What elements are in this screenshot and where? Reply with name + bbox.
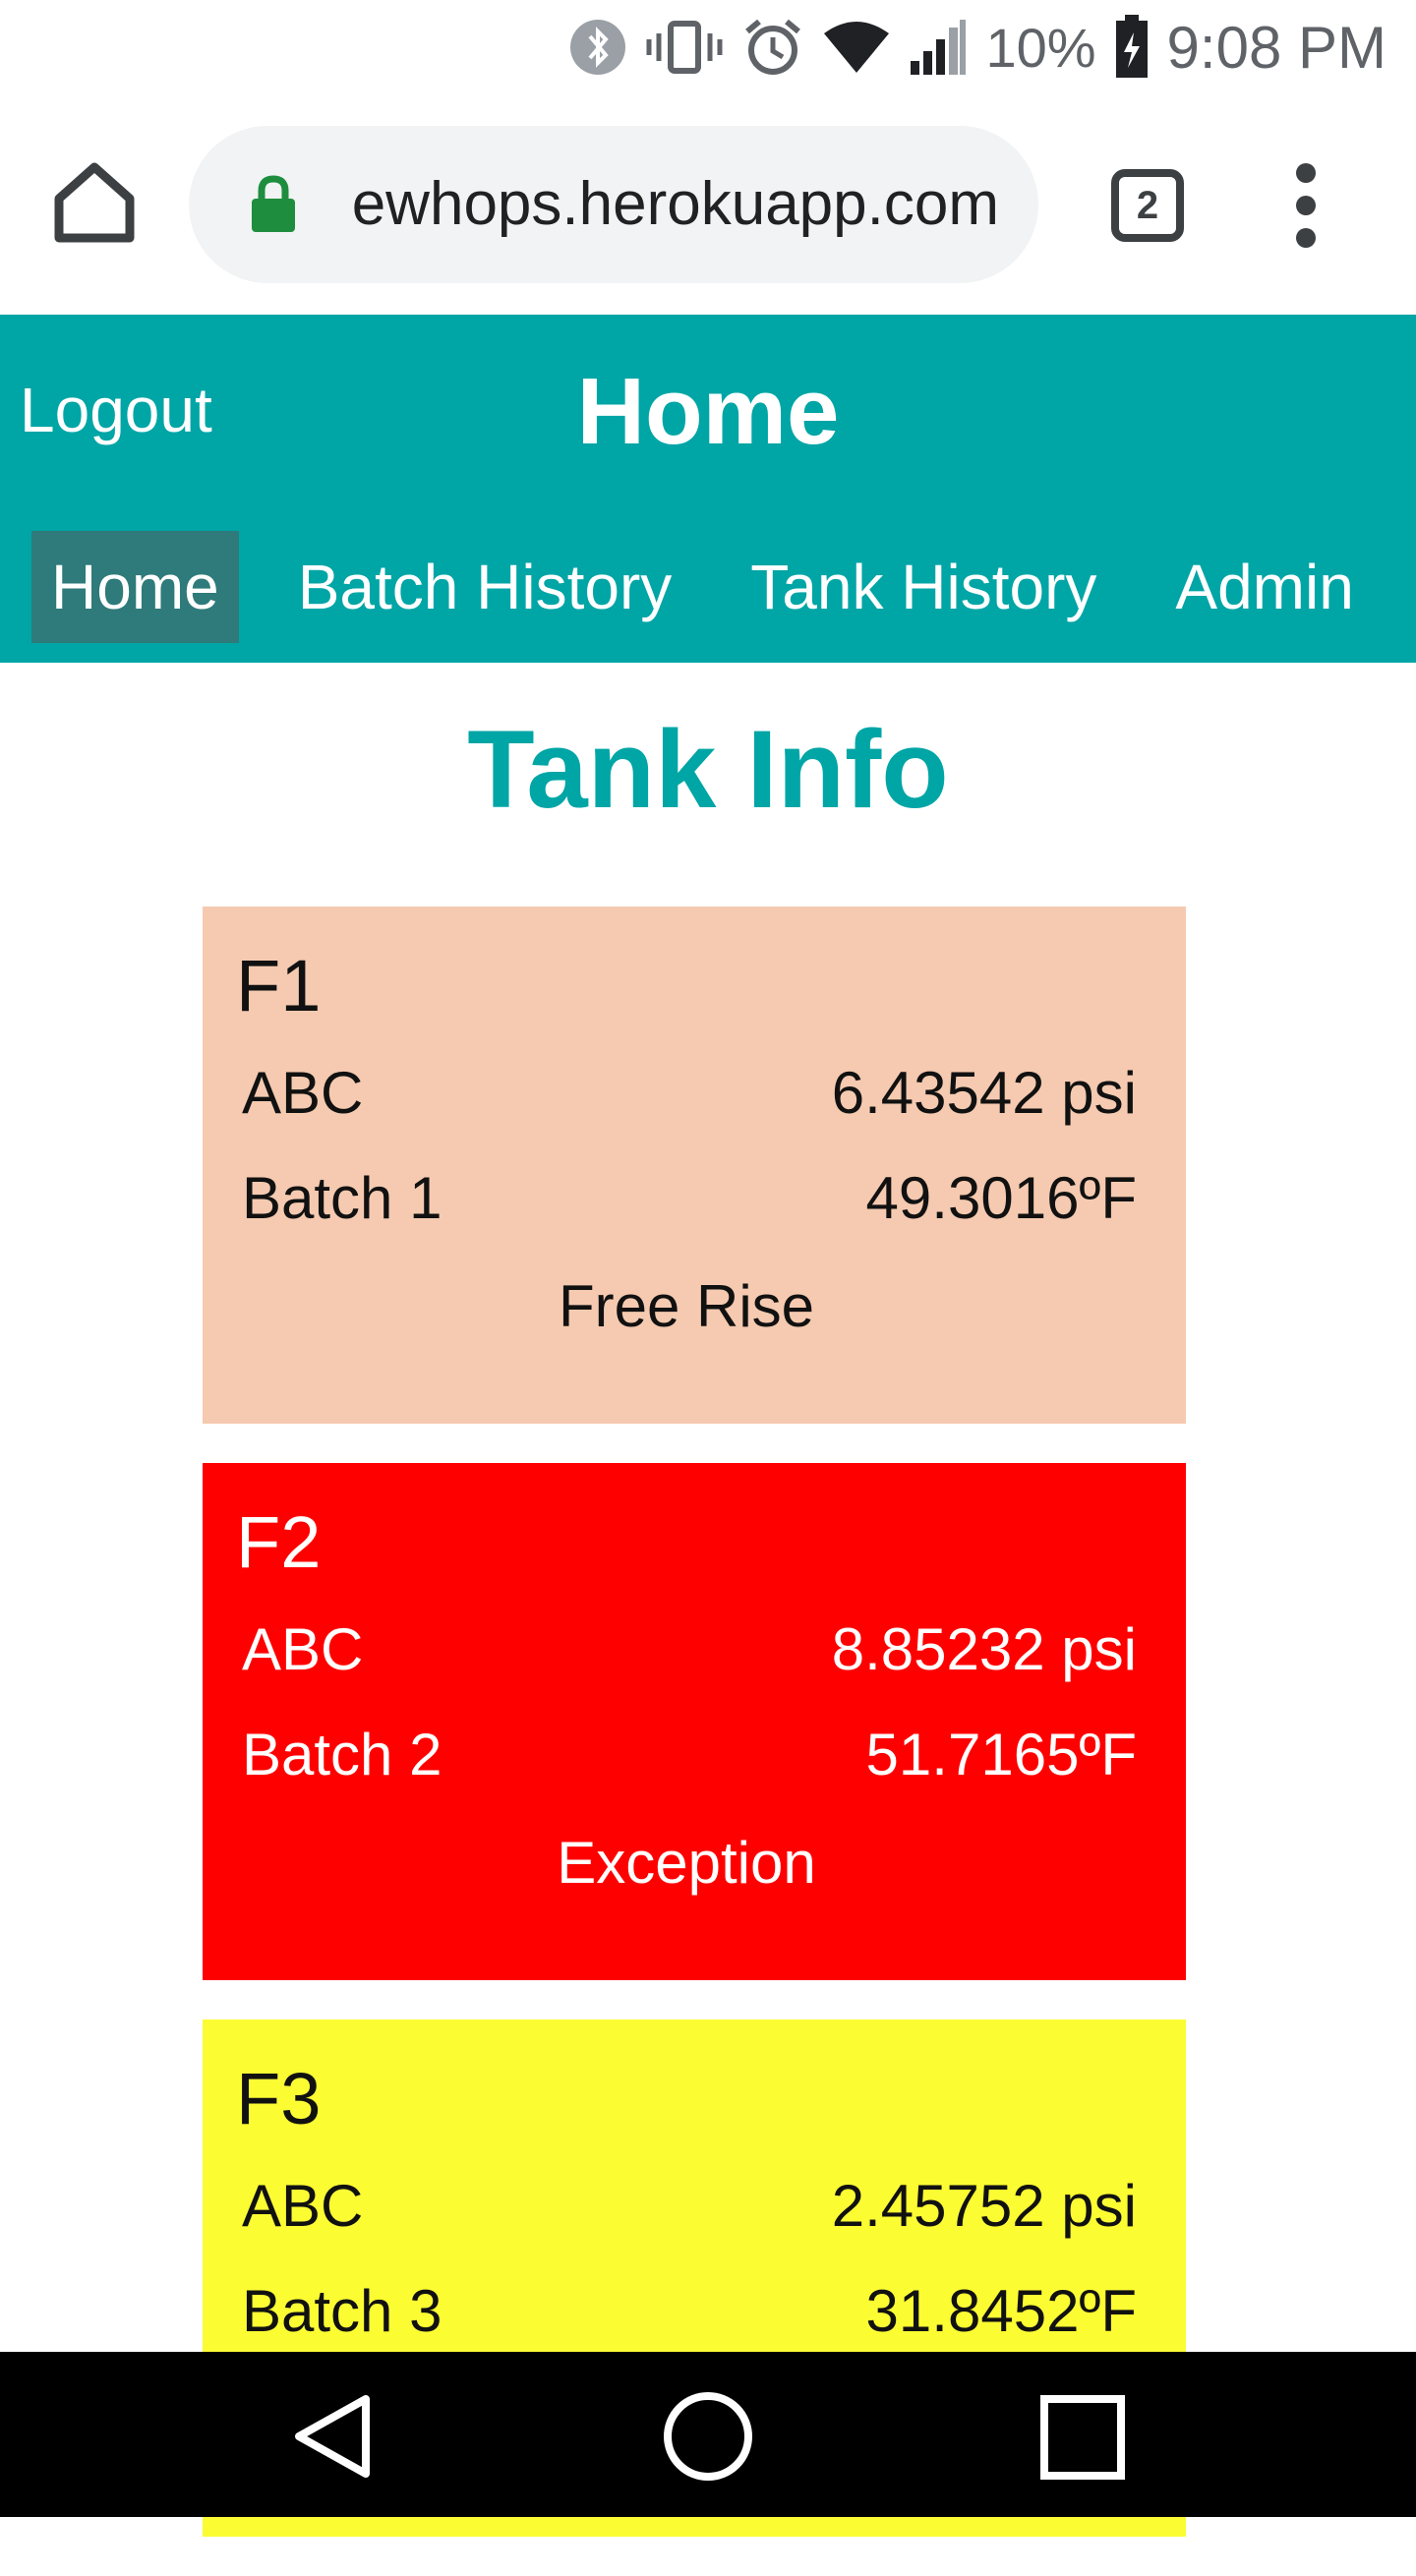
bluetooth-icon <box>568 18 627 77</box>
nav-item-tank-history[interactable]: Tank History <box>750 552 1097 622</box>
back-icon[interactable] <box>287 2391 378 2482</box>
tank-status: Exception <box>557 1830 816 1896</box>
tank-row-beer: ABC 6.43542 psi <box>236 1040 1137 1145</box>
batch-name: Batch 1 <box>242 1165 442 1231</box>
tank-status: Free Rise <box>558 1273 815 1339</box>
page-title: Home <box>576 359 840 464</box>
tank-row-beer: ABC 8.85232 psi <box>236 1597 1137 1702</box>
recents-icon[interactable] <box>1040 2395 1125 2480</box>
section-title: Tank Info <box>467 708 949 831</box>
tank-row-batch: Batch 1 49.3016ºF <box>236 1145 1137 1251</box>
tab-count: 2 <box>1136 183 1159 227</box>
batch-name: Batch 2 <box>242 1722 442 1787</box>
android-nav-bar <box>0 2352 1416 2517</box>
tank-name: F1 <box>236 945 322 1026</box>
home-icon[interactable] <box>49 157 140 248</box>
nav-item-batch-history[interactable]: Batch History <box>297 552 673 622</box>
tank-name: F3 <box>236 2058 322 2139</box>
nav-item-home[interactable]: Home <box>31 531 239 643</box>
lock-icon <box>250 175 297 234</box>
status-bar: 10% 9:08 PM <box>0 0 1416 94</box>
beer-name: ABC <box>242 1616 364 1682</box>
logout-link[interactable]: Logout <box>20 375 212 445</box>
pressure-value: 6.43542 psi <box>831 1060 1137 1126</box>
battery-percent: 10% <box>985 16 1096 79</box>
temperature-value: 49.3016ºF <box>865 1165 1137 1231</box>
home-circle-icon[interactable] <box>661 2389 755 2484</box>
url-bar[interactable]: ewhops.herokuapp.com <box>189 126 1038 283</box>
tab-switcher-icon[interactable]: 2 <box>1111 169 1184 242</box>
pressure-value: 2.45752 psi <box>831 2173 1137 2239</box>
vibrate-icon <box>645 18 724 77</box>
beer-name: ABC <box>242 2173 364 2239</box>
alarm-icon <box>741 16 804 79</box>
clock: 9:08 PM <box>1166 14 1386 81</box>
beer-name: ABC <box>242 1060 364 1126</box>
app-header: Logout Home Home Batch History Tank Hist… <box>0 315 1416 663</box>
tank-row-batch: Batch 3 31.8452ºF <box>236 2258 1137 2364</box>
signal-icon <box>909 18 968 77</box>
overflow-menu-icon[interactable] <box>1278 163 1333 248</box>
battery-icon <box>1114 15 1150 80</box>
temperature-value: 51.7165ºF <box>865 1722 1137 1787</box>
batch-name: Batch 3 <box>242 2278 442 2344</box>
tank-row-beer: ABC 2.45752 psi <box>236 2153 1137 2258</box>
browser-toolbar: ewhops.herokuapp.com 2 <box>0 94 1416 315</box>
status-icons: 10% 9:08 PM <box>568 0 1386 94</box>
tank-list: F1 ABC 6.43542 psi Batch 1 49.3016ºF Fre… <box>203 907 1186 2576</box>
tank-card-f1[interactable]: F1 ABC 6.43542 psi Batch 1 49.3016ºF Fre… <box>203 907 1186 1424</box>
pressure-value: 8.85232 psi <box>831 1616 1137 1682</box>
temperature-value: 31.8452ºF <box>865 2278 1137 2344</box>
tank-row-batch: Batch 2 51.7165ºF <box>236 1702 1137 1807</box>
wifi-icon <box>822 20 891 75</box>
tank-card-f2[interactable]: F2 ABC 8.85232 psi Batch 2 51.7165ºF Exc… <box>203 1463 1186 1980</box>
main-nav: Home Batch History Tank History Admin <box>31 531 1413 643</box>
url-text: ewhops.herokuapp.com <box>351 170 999 238</box>
tank-name: F2 <box>236 1501 322 1583</box>
nav-item-admin[interactable]: Admin <box>1175 552 1354 622</box>
